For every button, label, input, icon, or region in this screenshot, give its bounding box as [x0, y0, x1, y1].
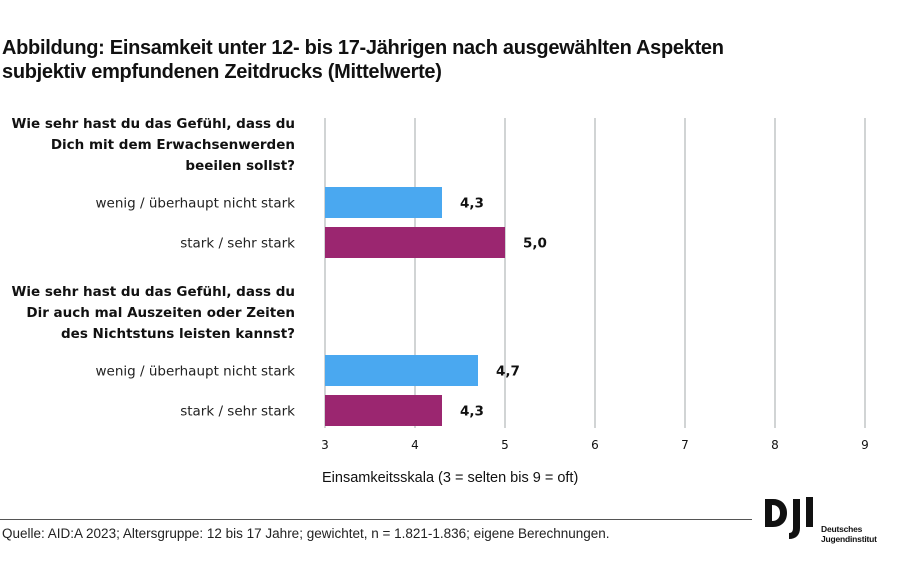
value-label: 4,3 [460, 404, 484, 420]
x-tick-label: 6 [591, 438, 599, 452]
question-label: Wie sehr hast du das Gefühl, dass du [11, 116, 295, 132]
chart-title-line-2: subjektiv empfundenen Zeitdrucks (Mittel… [2, 61, 442, 83]
value-label: 5,0 [523, 236, 547, 252]
question-label: Dir auch mal Auszeiten oder Zeiten [26, 305, 295, 321]
bar-low [325, 187, 442, 218]
chart-title: Abbildung: Einsamkeit unter 12- bis 17-J… [2, 36, 882, 84]
x-tick-label: 3 [321, 438, 329, 452]
bar-low [325, 355, 478, 386]
x-tick-label: 7 [681, 438, 689, 452]
category-label: stark / sehr stark [180, 404, 295, 420]
bars [325, 187, 505, 426]
footer-divider [0, 519, 752, 520]
question-label: Dich mit dem Erwachsenwerden [51, 137, 295, 153]
question-label: beeilen sollst? [185, 158, 295, 174]
bar-high [325, 395, 442, 426]
x-axis-ticks: 3 4 5 6 7 8 9 [321, 438, 869, 452]
source-note: Quelle: AID:A 2023; Altersgruppe: 12 bis… [2, 526, 610, 541]
chart-title-line-1: Abbildung: Einsamkeit unter 12- bis 17-J… [2, 37, 724, 59]
labels: Wie sehr hast du das Gefühl, dass du Dich… [11, 116, 546, 420]
x-tick-label: 8 [771, 438, 779, 452]
x-tick-label: 4 [411, 438, 419, 452]
category-label: stark / sehr stark [180, 236, 295, 252]
x-axis-label: Einsamkeitsskala (3 = selten bis 9 = oft… [322, 470, 578, 486]
logo-text: Deutsches Jugendinstitut [821, 524, 877, 544]
logo-text-line-2: Jugendinstitut [821, 534, 877, 544]
value-label: 4,3 [460, 196, 484, 212]
category-label: wenig / überhaupt nicht stark [96, 364, 296, 380]
x-tick-label: 5 [501, 438, 509, 452]
category-label: wenig / überhaupt nicht stark [96, 196, 296, 212]
logo-text-line-1: Deutsches [821, 524, 863, 534]
bar-high [325, 227, 505, 258]
value-label: 4,7 [496, 364, 520, 380]
dji-logo-icon [765, 497, 813, 539]
question-label: Wie sehr hast du das Gefühl, dass du [11, 284, 295, 300]
x-tick-label: 9 [861, 438, 869, 452]
question-label: des Nichtstuns leisten kannst? [61, 326, 295, 342]
